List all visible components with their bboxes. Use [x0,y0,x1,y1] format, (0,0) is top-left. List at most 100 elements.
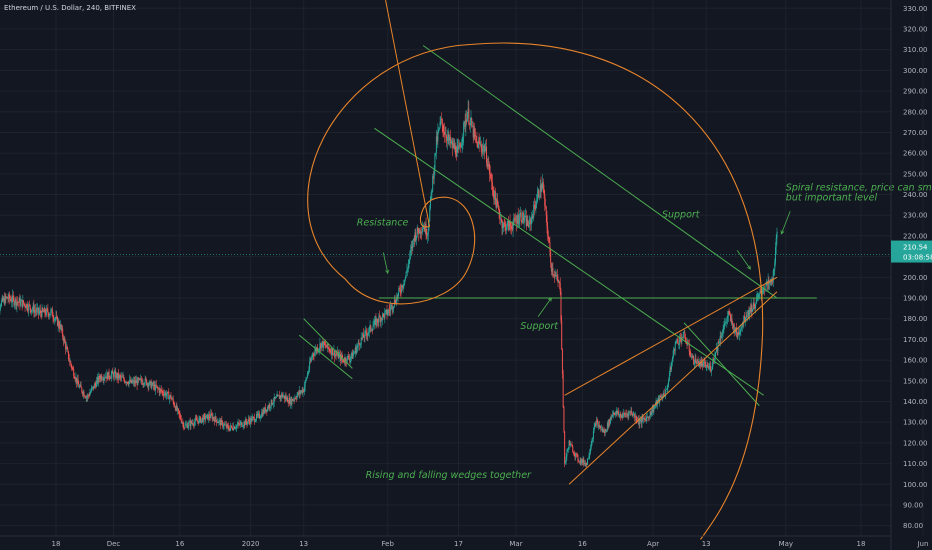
candle-body [493,193,495,200]
candle-body [401,285,403,292]
candle-body [727,315,729,319]
candle-body [131,379,133,383]
candle-body [703,361,705,363]
candle-body [385,310,387,312]
candle-body [303,386,305,392]
candle-body [169,396,171,400]
candle-body [115,373,117,379]
candle-body [70,361,72,365]
candle-body [751,305,753,312]
candle-body [329,351,331,352]
candle-body [230,425,232,428]
candle-body [66,346,68,349]
candle-body [546,215,548,227]
candle-body [471,118,473,127]
candle-body [693,356,695,365]
candle-body [114,371,116,373]
price-tick-label: 160.00 [903,357,928,365]
candle-body [219,420,221,421]
candle-body [23,300,25,304]
candle-body [340,354,342,361]
candle-body [152,382,154,387]
candle-body [360,337,362,345]
candle-body [142,383,144,385]
candle-body [160,388,162,390]
candle-body [20,299,22,302]
candle-body [51,308,53,311]
candle-body [464,121,466,127]
candle-body [500,219,502,220]
candle-body [695,358,697,363]
candle-body [45,313,47,315]
candle-body [20,301,22,306]
candle-body [213,418,215,422]
candle-body [255,419,257,422]
candle-body [603,430,605,434]
candle-body [327,343,329,348]
candle-body [261,412,263,417]
candle-body [740,328,742,333]
candle-body [544,205,546,207]
candle-body [191,421,193,424]
candle-body [238,422,240,424]
candle-body [251,417,253,422]
candle-body [665,389,667,396]
candle-body [270,406,272,408]
candle-body [730,318,732,321]
candle-body [340,355,342,361]
candle-body [568,440,570,449]
candle-body [221,420,223,422]
price-tick-label: 170.00 [903,336,928,344]
candle-body [381,318,383,320]
candle-body [212,417,214,420]
candle-body [229,427,231,431]
candle-body [216,419,218,423]
candle-body [253,417,255,418]
candle-body [502,227,504,229]
candle-body [274,397,276,399]
candle-body [519,215,521,222]
candle-body [601,428,603,430]
candle-body [17,301,19,303]
candle-body [157,388,159,390]
candle-body [675,341,677,344]
candle-body [545,206,547,216]
candle-body [558,281,560,283]
candle-body [67,348,69,352]
candle-body [641,417,643,424]
candle-body [586,462,588,465]
candle-body [465,119,467,127]
candle-body [202,415,204,422]
candle-body [157,386,159,389]
candle-body [397,292,399,298]
candle-body [88,395,90,397]
candle-body [726,318,728,323]
candle-body [707,366,709,369]
annotation-arrow [537,297,552,317]
candle-body [461,142,463,144]
candle-body [163,393,165,396]
candle-body [724,322,726,327]
candle-body [616,410,618,414]
candle-body [228,426,229,430]
candle-body [558,281,560,283]
date-tick-label: Dec [107,540,121,548]
candle-body [326,343,328,348]
candle-body [399,288,401,289]
candle-body [595,423,597,426]
candle-body [548,239,550,243]
candle-body [516,215,518,224]
candle-body [100,375,102,380]
candle-body [559,282,561,292]
candle-body [710,366,712,372]
candle-body [403,284,405,286]
candle-body [707,365,709,367]
candle-body [348,355,350,359]
candle-body [577,455,579,461]
candle-body [769,279,771,282]
candle-body [278,395,280,399]
candle-body [203,415,205,417]
